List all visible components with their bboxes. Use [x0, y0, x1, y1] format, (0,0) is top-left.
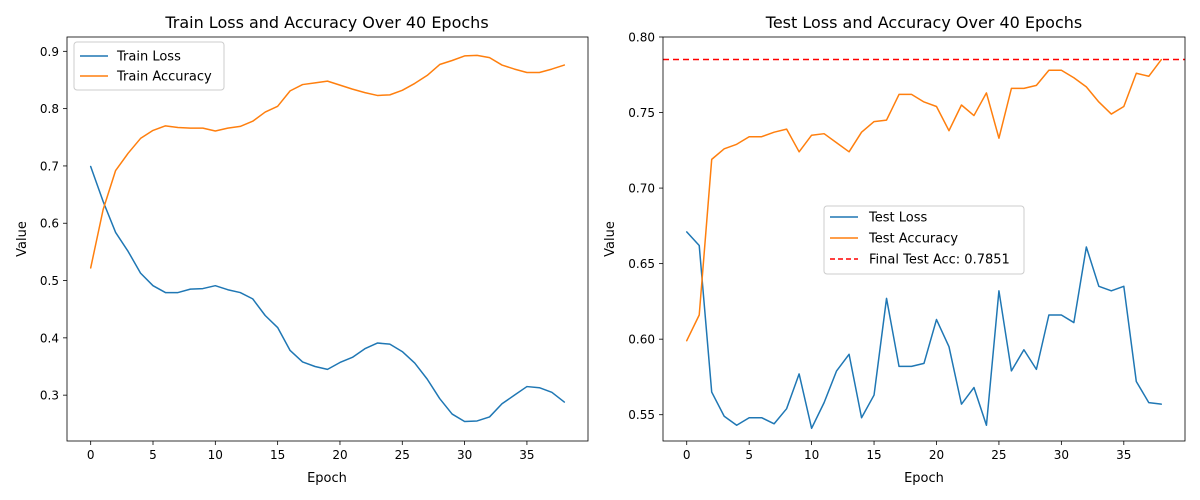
test-x-tick-label: 0	[683, 448, 691, 462]
test-series-line-test-accuracy	[685, 58, 1163, 342]
train-x-tick-label: 5	[149, 448, 157, 462]
train-x-tick-label: 10	[208, 448, 223, 462]
test-y-tick-label: 0.75	[628, 106, 655, 120]
train-legend-label-train-loss: Train Loss	[116, 50, 181, 65]
test-chart-legend: Test Loss Test Accuracy Final Test Acc: …	[823, 205, 1025, 275]
train-x-tick-label: 30	[457, 448, 472, 462]
test-chart-y-axis-label: Value	[603, 221, 618, 257]
test-x-tick-label: 15	[866, 448, 881, 462]
test-legend-label-final-test-acc: Final Test Acc: 0.7851	[869, 253, 1010, 268]
train-y-tick-label: 0.9	[40, 45, 59, 59]
train-chart-x-ticks: 0 5 10 15 20 25 30 35	[87, 441, 535, 462]
test-chart-panel: Test Loss and Accuracy Over 40 Epochs 0 5…	[603, 13, 1186, 486]
test-legend-label-test-accuracy: Test Accuracy	[868, 232, 958, 247]
train-chart-x-axis-label: Epoch	[307, 471, 347, 486]
train-x-tick-label: 20	[332, 448, 347, 462]
train-series-line-train-accuracy	[89, 54, 566, 269]
test-y-tick-label: 0.65	[628, 257, 655, 271]
train-legend-label-train-accuracy: Train Accuracy	[116, 70, 212, 85]
test-x-tick-label: 5	[745, 448, 753, 462]
test-chart-x-ticks: 0 5 10 15 20 25 30 35	[683, 441, 1131, 462]
test-chart-title: Test Loss and Accuracy Over 40 Epochs	[765, 13, 1082, 32]
train-x-tick-label: 0	[87, 448, 95, 462]
train-legend-frame	[73, 41, 225, 91]
train-y-tick-label: 0.6	[40, 217, 59, 231]
test-y-tick-label: 0.60	[628, 333, 655, 347]
train-series-line-train-loss	[89, 165, 566, 423]
test-legend-frame	[823, 205, 1025, 275]
test-chart-series	[663, 58, 1185, 430]
train-chart-legend: Train Loss Train Accuracy	[73, 41, 225, 91]
test-legend-label-test-loss: Test Loss	[868, 211, 927, 226]
train-y-tick-label: 0.8	[40, 102, 59, 116]
train-x-tick-label: 15	[270, 448, 285, 462]
train-y-tick-label: 0.7	[40, 159, 59, 173]
train-chart-panel: Train Loss and Accuracy Over 40 Epochs 0…	[15, 13, 589, 486]
train-chart-y-ticks: 0.3 0.4 0.5 0.6 0.7 0.8 0.9	[40, 45, 67, 403]
train-chart-series	[89, 54, 566, 423]
test-series-line-test-loss	[685, 231, 1163, 430]
train-chart-plot-frame	[66, 36, 589, 442]
test-chart-plot-frame	[662, 36, 1186, 442]
train-y-tick-label: 0.4	[40, 331, 59, 345]
test-chart-x-axis-label: Epoch	[904, 471, 944, 486]
train-y-tick-label: 0.3	[40, 389, 59, 403]
test-y-tick-label: 0.70	[628, 182, 655, 196]
train-chart-y-axis-label: Value	[15, 221, 30, 257]
train-x-tick-label: 25	[395, 448, 410, 462]
test-x-tick-label: 30	[1054, 448, 1069, 462]
test-y-tick-label: 0.80	[628, 31, 655, 45]
test-x-tick-label: 20	[929, 448, 944, 462]
test-x-tick-label: 35	[1116, 448, 1131, 462]
test-chart-y-ticks: 0.55 0.60 0.65 0.70 0.75 0.80	[628, 31, 663, 422]
train-x-tick-label: 35	[519, 448, 534, 462]
test-y-tick-label: 0.55	[628, 408, 655, 422]
train-chart-title: Train Loss and Accuracy Over 40 Epochs	[164, 13, 488, 32]
test-x-tick-label: 25	[991, 448, 1006, 462]
test-x-tick-label: 10	[804, 448, 819, 462]
train-y-tick-label: 0.5	[40, 274, 59, 288]
